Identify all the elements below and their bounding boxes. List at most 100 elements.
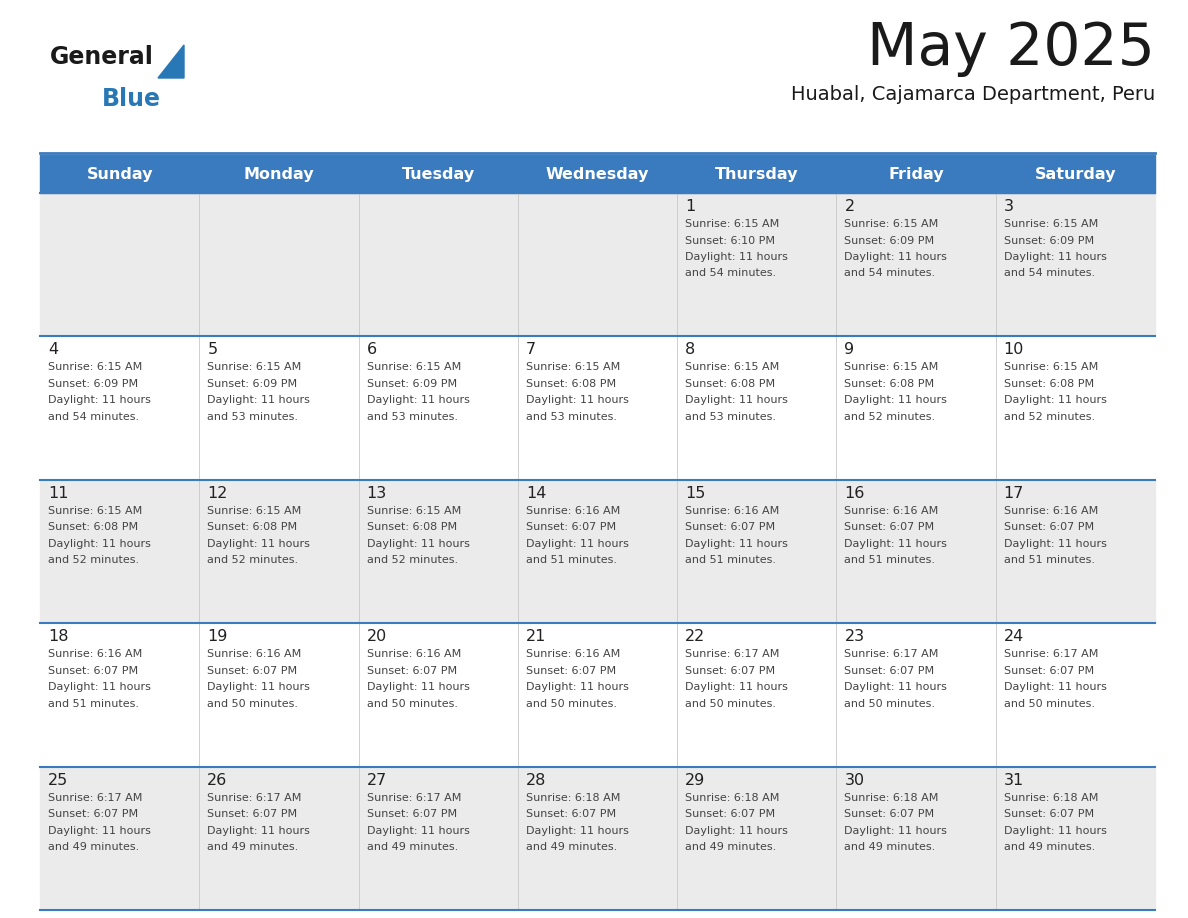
Text: Wednesday: Wednesday: [545, 166, 649, 182]
Text: Daylight: 11 hours: Daylight: 11 hours: [1004, 682, 1106, 692]
Text: Sunset: 6:07 PM: Sunset: 6:07 PM: [526, 522, 617, 532]
Text: Daylight: 11 hours: Daylight: 11 hours: [685, 252, 788, 262]
Text: 9: 9: [845, 342, 854, 357]
Text: and 54 minutes.: and 54 minutes.: [1004, 268, 1095, 278]
Text: Tuesday: Tuesday: [402, 166, 475, 182]
Text: and 49 minutes.: and 49 minutes.: [526, 842, 617, 852]
Text: Sunrise: 6:15 AM: Sunrise: 6:15 AM: [1004, 363, 1098, 373]
Text: Sunrise: 6:16 AM: Sunrise: 6:16 AM: [207, 649, 302, 659]
Text: 14: 14: [526, 486, 546, 501]
Text: and 54 minutes.: and 54 minutes.: [685, 268, 776, 278]
Text: Sunrise: 6:16 AM: Sunrise: 6:16 AM: [48, 649, 143, 659]
Text: General: General: [50, 45, 154, 69]
Text: and 49 minutes.: and 49 minutes.: [48, 842, 139, 852]
Text: Sunrise: 6:16 AM: Sunrise: 6:16 AM: [685, 506, 779, 516]
Text: Sunset: 6:07 PM: Sunset: 6:07 PM: [526, 666, 617, 676]
Text: Sunrise: 6:15 AM: Sunrise: 6:15 AM: [526, 363, 620, 373]
Text: Sunset: 6:07 PM: Sunset: 6:07 PM: [845, 666, 935, 676]
Text: Sunset: 6:07 PM: Sunset: 6:07 PM: [685, 666, 776, 676]
Text: 27: 27: [367, 773, 387, 788]
Text: Daylight: 11 hours: Daylight: 11 hours: [48, 539, 151, 549]
Text: Daylight: 11 hours: Daylight: 11 hours: [48, 682, 151, 692]
Text: Sunday: Sunday: [87, 166, 153, 182]
Bar: [40, 336, 1155, 480]
Text: Daylight: 11 hours: Daylight: 11 hours: [845, 396, 947, 406]
Text: 25: 25: [48, 773, 68, 788]
Text: Daylight: 11 hours: Daylight: 11 hours: [845, 682, 947, 692]
Text: 31: 31: [1004, 773, 1024, 788]
Text: Daylight: 11 hours: Daylight: 11 hours: [1004, 252, 1106, 262]
Text: and 49 minutes.: and 49 minutes.: [845, 842, 936, 852]
Text: 1: 1: [685, 199, 695, 214]
Text: Daylight: 11 hours: Daylight: 11 hours: [526, 682, 628, 692]
Text: Sunrise: 6:16 AM: Sunrise: 6:16 AM: [526, 649, 620, 659]
Text: Sunrise: 6:15 AM: Sunrise: 6:15 AM: [685, 363, 779, 373]
Text: 8: 8: [685, 342, 695, 357]
Text: 3: 3: [1004, 199, 1013, 214]
Text: Sunrise: 6:16 AM: Sunrise: 6:16 AM: [845, 506, 939, 516]
Text: Daylight: 11 hours: Daylight: 11 hours: [367, 682, 469, 692]
Text: 22: 22: [685, 629, 706, 644]
Text: and 52 minutes.: and 52 minutes.: [48, 555, 139, 565]
Text: and 53 minutes.: and 53 minutes.: [526, 412, 617, 422]
Text: Sunset: 6:09 PM: Sunset: 6:09 PM: [367, 379, 456, 389]
Text: Huabal, Cajamarca Department, Peru: Huabal, Cajamarca Department, Peru: [791, 85, 1155, 104]
Text: Sunrise: 6:15 AM: Sunrise: 6:15 AM: [845, 363, 939, 373]
Text: Sunrise: 6:17 AM: Sunrise: 6:17 AM: [207, 792, 302, 802]
Text: Sunrise: 6:15 AM: Sunrise: 6:15 AM: [207, 363, 302, 373]
Text: 7: 7: [526, 342, 536, 357]
Text: and 54 minutes.: and 54 minutes.: [48, 412, 139, 422]
Bar: [40, 623, 1155, 767]
Text: Daylight: 11 hours: Daylight: 11 hours: [526, 539, 628, 549]
Text: Sunset: 6:09 PM: Sunset: 6:09 PM: [845, 236, 935, 245]
Text: Daylight: 11 hours: Daylight: 11 hours: [367, 825, 469, 835]
Text: and 49 minutes.: and 49 minutes.: [207, 842, 298, 852]
Text: Daylight: 11 hours: Daylight: 11 hours: [685, 682, 788, 692]
Text: Sunrise: 6:18 AM: Sunrise: 6:18 AM: [526, 792, 620, 802]
Text: Daylight: 11 hours: Daylight: 11 hours: [685, 396, 788, 406]
Text: Sunset: 6:09 PM: Sunset: 6:09 PM: [1004, 236, 1094, 245]
Text: and 49 minutes.: and 49 minutes.: [1004, 842, 1095, 852]
Text: 16: 16: [845, 486, 865, 501]
Text: and 52 minutes.: and 52 minutes.: [207, 555, 298, 565]
Text: and 49 minutes.: and 49 minutes.: [367, 842, 457, 852]
Text: 10: 10: [1004, 342, 1024, 357]
Text: Daylight: 11 hours: Daylight: 11 hours: [1004, 825, 1106, 835]
Text: Sunset: 6:08 PM: Sunset: 6:08 PM: [367, 522, 456, 532]
Text: Sunset: 6:08 PM: Sunset: 6:08 PM: [526, 379, 617, 389]
Text: Friday: Friday: [889, 166, 944, 182]
Text: Sunset: 6:07 PM: Sunset: 6:07 PM: [1004, 522, 1094, 532]
Text: Daylight: 11 hours: Daylight: 11 hours: [1004, 539, 1106, 549]
Text: Sunset: 6:07 PM: Sunset: 6:07 PM: [367, 666, 456, 676]
Text: Sunrise: 6:15 AM: Sunrise: 6:15 AM: [48, 506, 143, 516]
Text: Sunrise: 6:17 AM: Sunrise: 6:17 AM: [1004, 649, 1098, 659]
Text: Sunset: 6:07 PM: Sunset: 6:07 PM: [48, 809, 138, 819]
Text: Daylight: 11 hours: Daylight: 11 hours: [207, 825, 310, 835]
Text: and 51 minutes.: and 51 minutes.: [1004, 555, 1094, 565]
Text: Sunset: 6:08 PM: Sunset: 6:08 PM: [1004, 379, 1094, 389]
Text: and 51 minutes.: and 51 minutes.: [526, 555, 617, 565]
Text: Sunrise: 6:15 AM: Sunrise: 6:15 AM: [1004, 219, 1098, 229]
Text: Daylight: 11 hours: Daylight: 11 hours: [367, 396, 469, 406]
Bar: [40, 193, 1155, 336]
Text: 2: 2: [845, 199, 854, 214]
Text: Sunrise: 6:16 AM: Sunrise: 6:16 AM: [367, 649, 461, 659]
Text: Daylight: 11 hours: Daylight: 11 hours: [48, 396, 151, 406]
Text: and 53 minutes.: and 53 minutes.: [367, 412, 457, 422]
Text: and 50 minutes.: and 50 minutes.: [1004, 699, 1094, 709]
Text: 29: 29: [685, 773, 706, 788]
Text: 28: 28: [526, 773, 546, 788]
Text: Sunrise: 6:15 AM: Sunrise: 6:15 AM: [367, 506, 461, 516]
Bar: [40, 767, 1155, 910]
Bar: [40, 155, 1155, 193]
Text: 17: 17: [1004, 486, 1024, 501]
Text: Daylight: 11 hours: Daylight: 11 hours: [685, 539, 788, 549]
Text: and 52 minutes.: and 52 minutes.: [1004, 412, 1095, 422]
Text: Sunrise: 6:15 AM: Sunrise: 6:15 AM: [845, 219, 939, 229]
Text: 20: 20: [367, 629, 387, 644]
Text: and 52 minutes.: and 52 minutes.: [367, 555, 457, 565]
Text: Sunset: 6:07 PM: Sunset: 6:07 PM: [367, 809, 456, 819]
Text: Sunset: 6:07 PM: Sunset: 6:07 PM: [845, 809, 935, 819]
Text: Sunset: 6:07 PM: Sunset: 6:07 PM: [685, 522, 776, 532]
Text: 11: 11: [48, 486, 69, 501]
